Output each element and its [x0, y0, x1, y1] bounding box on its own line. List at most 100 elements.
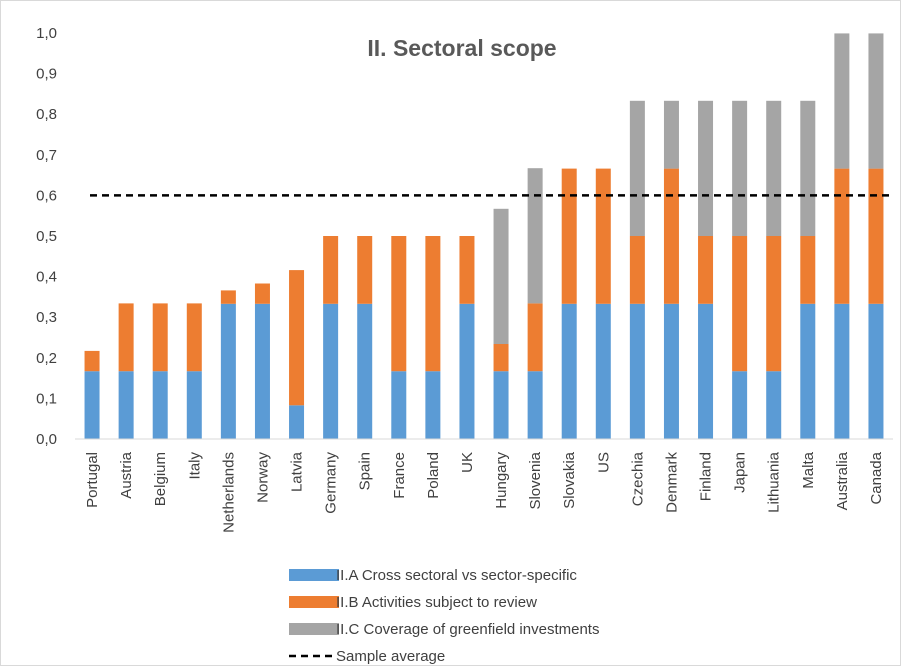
bar-segment	[84, 350, 100, 372]
bar-segment	[254, 303, 270, 439]
bar-segment	[868, 33, 884, 169]
bar-segment	[425, 371, 441, 439]
bar-segment	[766, 371, 782, 439]
x-tick-label: Norway	[254, 452, 271, 503]
x-tick-label: Austria	[118, 451, 135, 498]
bar-segment	[766, 236, 782, 372]
bar-segment	[527, 303, 543, 372]
bar-segment	[868, 303, 884, 439]
x-tick-label: Hungary	[493, 452, 510, 509]
legend-label: Sample average	[336, 648, 445, 665]
bar-segment	[323, 236, 339, 304]
bar-segment	[357, 303, 373, 439]
y-tick-label: 0,7	[36, 147, 57, 164]
bar-segment	[595, 303, 611, 439]
bar-segment	[391, 371, 407, 439]
bar-segment	[527, 168, 543, 304]
bar-segment	[561, 303, 577, 439]
x-tick-label: Czechia	[629, 451, 646, 506]
bar-segment	[459, 236, 475, 304]
x-tick-label: Portugal	[84, 452, 101, 508]
bar-segment	[800, 303, 816, 439]
y-tick-label: 0,2	[36, 350, 57, 367]
bar-segment	[834, 303, 850, 439]
bar-segment	[493, 371, 509, 439]
bar-segment	[459, 303, 475, 439]
bar-segment	[527, 371, 543, 439]
bar-segment	[220, 303, 236, 439]
bar-segment	[766, 100, 782, 236]
bar-segment	[698, 100, 714, 236]
y-tick-label: 0,6	[36, 187, 57, 204]
chart-title: II. Sectoral scope	[367, 35, 556, 61]
x-tick-label: US	[595, 452, 612, 473]
bar-segment	[732, 236, 748, 372]
bar-segment	[186, 371, 202, 439]
x-tick-label: Lithuania	[766, 451, 783, 513]
x-tick-label: Netherlands	[220, 452, 237, 533]
x-tick-label: Japan	[732, 452, 749, 493]
bar-segment	[663, 100, 679, 169]
x-tick-label: Spain	[357, 452, 374, 490]
bar-segment	[868, 168, 884, 304]
y-tick-label: 0,1	[36, 390, 57, 407]
x-tick-label: Belgium	[152, 452, 169, 506]
x-tick-label: Australia	[834, 451, 851, 510]
bar-segment	[561, 168, 577, 304]
bar-segment	[118, 371, 134, 439]
bar-segment	[152, 371, 168, 439]
bar-segment	[118, 303, 134, 372]
legend-label: II.B Activities subject to review	[336, 594, 537, 611]
bar-segment	[663, 168, 679, 304]
legend-label: II.C Coverage of greenfield investments	[336, 621, 599, 638]
bar-segment	[698, 303, 714, 439]
x-tick-label: Slovakia	[561, 451, 578, 508]
bar-segment	[629, 236, 645, 304]
bar-segment	[493, 343, 509, 372]
bar-segment	[595, 168, 611, 304]
bar-segment	[663, 303, 679, 439]
bar-segment	[289, 405, 305, 439]
bar-segment	[391, 236, 407, 372]
bar-segment	[629, 303, 645, 439]
y-tick-label: 0,4	[36, 269, 57, 286]
y-tick-label: 0,3	[36, 309, 57, 326]
x-axis: Portugal Austria Belgium Italy Netherlands No…	[75, 438, 893, 533]
bar-segment	[800, 100, 816, 236]
bar-series	[84, 33, 884, 439]
x-tick-label: Finland	[698, 452, 715, 501]
x-tick-label: Poland	[425, 452, 442, 499]
bar-segment	[323, 303, 339, 439]
legend-swatch	[289, 623, 339, 635]
x-tick-label: Germany	[323, 452, 340, 514]
bar-segment	[732, 371, 748, 439]
bar-segment	[834, 33, 850, 169]
bar-segment	[698, 236, 714, 304]
bar-segment	[152, 303, 168, 372]
y-tick-label: 0,8	[36, 106, 57, 123]
bar-segment	[186, 303, 202, 372]
legend-swatch	[289, 569, 339, 581]
bar-segment	[800, 236, 816, 304]
y-tick-label: 0,9	[36, 66, 57, 83]
x-tick-label: Canada	[868, 451, 885, 504]
y-axis: 0,0 0,1 0,2 0,3 0,4 0,5 0,6 0,7 0,8 0,9 1,0	[36, 25, 57, 448]
legend: II.A Cross sectoral vs sector-specific II…	[289, 567, 599, 665]
x-tick-label: UK	[459, 452, 476, 473]
x-tick-label: Italy	[186, 452, 203, 480]
bar-segment	[732, 100, 748, 236]
x-tick-label: Malta	[800, 451, 817, 488]
x-tick-label: France	[391, 452, 408, 499]
x-tick-label: Latvia	[289, 451, 306, 492]
bar-segment	[629, 100, 645, 236]
bar-segment	[357, 236, 373, 304]
legend-swatch	[289, 596, 339, 608]
bar-segment	[425, 236, 441, 372]
y-tick-label: 0,0	[36, 431, 57, 448]
bar-segment	[220, 290, 236, 304]
x-tick-label: Slovenia	[527, 451, 544, 509]
legend-label: II.A Cross sectoral vs sector-specific	[336, 567, 577, 584]
bar-segment	[84, 371, 100, 439]
